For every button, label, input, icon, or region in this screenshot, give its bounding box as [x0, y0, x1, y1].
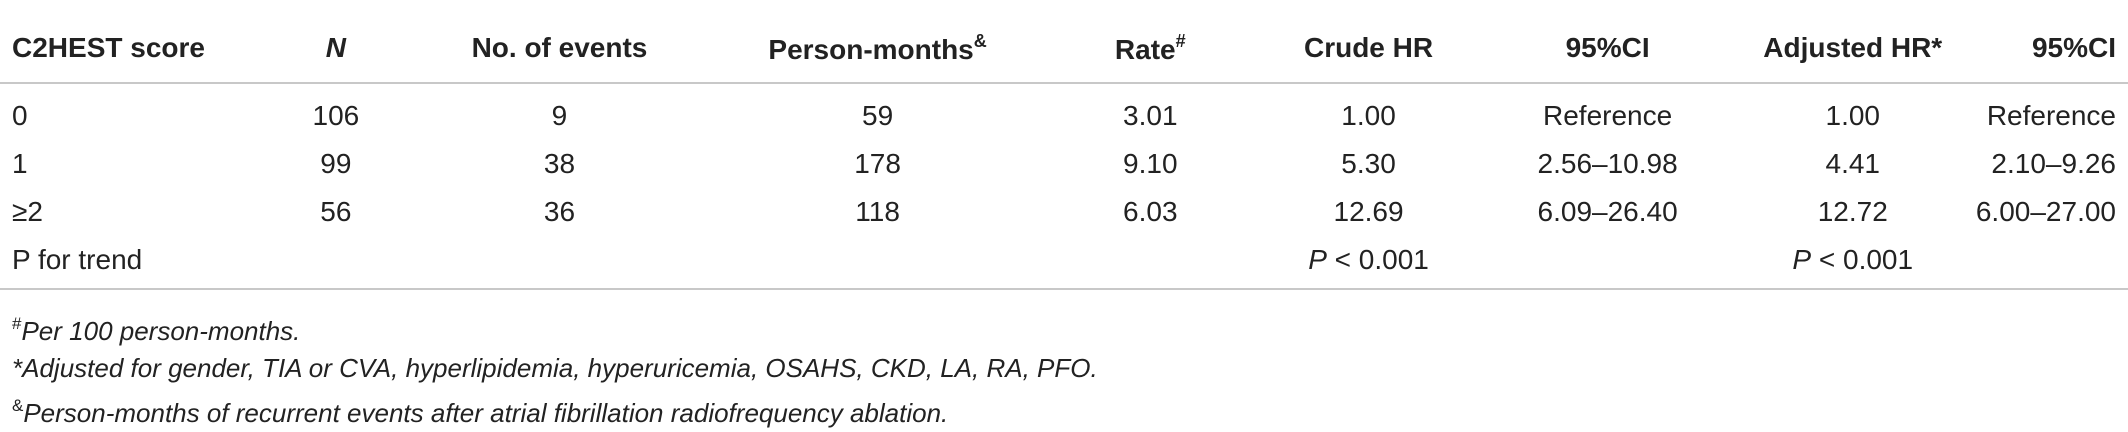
- trend-crude-p-symbol: P: [1308, 244, 1327, 275]
- cell-rate: 9.10: [1123, 148, 1178, 179]
- footnote-person-months: &Person-months of recurrent events after…: [12, 387, 1098, 432]
- footnote-adjusted: *Adjusted for gender, TIA or CVA, hyperl…: [12, 350, 1098, 387]
- header-ci-crude: 95%CI: [1565, 32, 1650, 63]
- cell-score: 0: [12, 100, 28, 131]
- trend-adjusted-p: P < 0.001: [1730, 236, 1976, 289]
- cell-rate: 6.03: [1123, 196, 1178, 227]
- cell-ci-adjusted: Reference: [1986, 100, 2116, 131]
- header-person-months-label: Person-months: [768, 33, 974, 65]
- trend-label: P for trend: [12, 244, 143, 275]
- trend-crude-p: P < 0.001: [1252, 236, 1486, 289]
- header-rate-label: Rate: [1114, 33, 1176, 65]
- header-score: C2HEST score: [12, 32, 205, 63]
- cell-person-months: 59: [862, 100, 894, 131]
- cell-ci-crude: 2.56–10.98: [1537, 148, 1678, 179]
- cell-score: ≥2: [12, 196, 43, 227]
- cell-ci-crude: 6.09–26.40: [1537, 196, 1678, 227]
- cell-score: 1: [12, 148, 28, 179]
- footnote-rate: #Per 100 person-months.: [12, 305, 1098, 350]
- table-row: ≥2 56 36 118 6.03 12.69 6.09–26.40 12.72…: [0, 188, 2128, 236]
- results-table: C2HEST score N No. of events Person-mont…: [0, 14, 2128, 290]
- trend-empty: [259, 236, 413, 289]
- cell-ci-adjusted: 2.10–9.26: [1991, 148, 2116, 179]
- footnote-mark: &: [12, 396, 24, 415]
- cell-adjusted-hr: 12.72: [1817, 196, 1888, 227]
- footnote-mark: #: [12, 314, 22, 333]
- cell-rate: 3.01: [1123, 100, 1178, 131]
- trend-adjusted-p-value: < 0.001: [1811, 244, 1914, 275]
- trend-empty: [413, 236, 706, 289]
- cell-crude-hr: 12.69: [1333, 196, 1404, 227]
- table-body: 0 106 9 59 3.01 1.00 Reference 1.00 Refe…: [0, 83, 2128, 289]
- trend-crude-p-value: < 0.001: [1326, 244, 1429, 275]
- header-person-months: Person-months&: [706, 14, 1049, 83]
- trend-empty: [1976, 236, 2128, 289]
- footnotes: #Per 100 person-months. *Adjusted for ge…: [12, 305, 1098, 432]
- footnote-text: Person-months of recurrent events after …: [23, 398, 949, 428]
- trend-row: P for trend P < 0.001 P < 0.001: [0, 236, 2128, 289]
- header-person-months-mark: &: [973, 30, 987, 51]
- cell-events: 36: [543, 196, 576, 227]
- header-n: N: [325, 32, 346, 63]
- cell-person-months: 178: [854, 148, 901, 179]
- cell-adjusted-hr: 1.00: [1825, 100, 1881, 131]
- header-adjusted-hr: Adjusted HR*: [1763, 32, 1943, 63]
- cell-adjusted-hr: 4.41: [1825, 148, 1881, 179]
- cell-n: 56: [320, 196, 352, 227]
- header-ci-adjusted: 95%CI: [2031, 32, 2116, 63]
- cell-person-months: 118: [855, 196, 900, 227]
- cell-n: 99: [320, 148, 352, 179]
- header-rate: Rate#: [1049, 14, 1252, 83]
- header-row: C2HEST score N No. of events Person-mont…: [0, 14, 2128, 83]
- cell-ci-crude: Reference: [1543, 100, 1673, 131]
- header-crude-hr: Crude HR: [1303, 32, 1434, 63]
- cell-events: 9: [551, 100, 568, 131]
- cell-ci-adjusted: 6.00–27.00: [1975, 196, 2116, 227]
- trend-empty: [706, 236, 1049, 289]
- cell-crude-hr: 5.30: [1341, 148, 1396, 179]
- footnote-text: *Adjusted for gender, TIA or CVA, hyperl…: [12, 353, 1098, 383]
- cell-crude-hr: 1.00: [1341, 100, 1396, 131]
- trend-empty: [1486, 236, 1730, 289]
- header-rate-mark: #: [1175, 30, 1186, 51]
- header-events: No. of events: [471, 32, 648, 63]
- trend-adjusted-p-symbol: P: [1792, 244, 1812, 275]
- footnote-text: Per 100 person-months.: [21, 316, 301, 346]
- table-row: 0 106 9 59 3.01 1.00 Reference 1.00 Refe…: [0, 83, 2128, 140]
- trend-empty: [1049, 236, 1252, 289]
- table-row: 1 99 38 178 9.10 5.30 2.56–10.98 4.41 2.…: [0, 140, 2128, 188]
- cell-events: 38: [543, 148, 576, 179]
- cell-n: 106: [312, 100, 360, 131]
- table-header: C2HEST score N No. of events Person-mont…: [0, 14, 2128, 83]
